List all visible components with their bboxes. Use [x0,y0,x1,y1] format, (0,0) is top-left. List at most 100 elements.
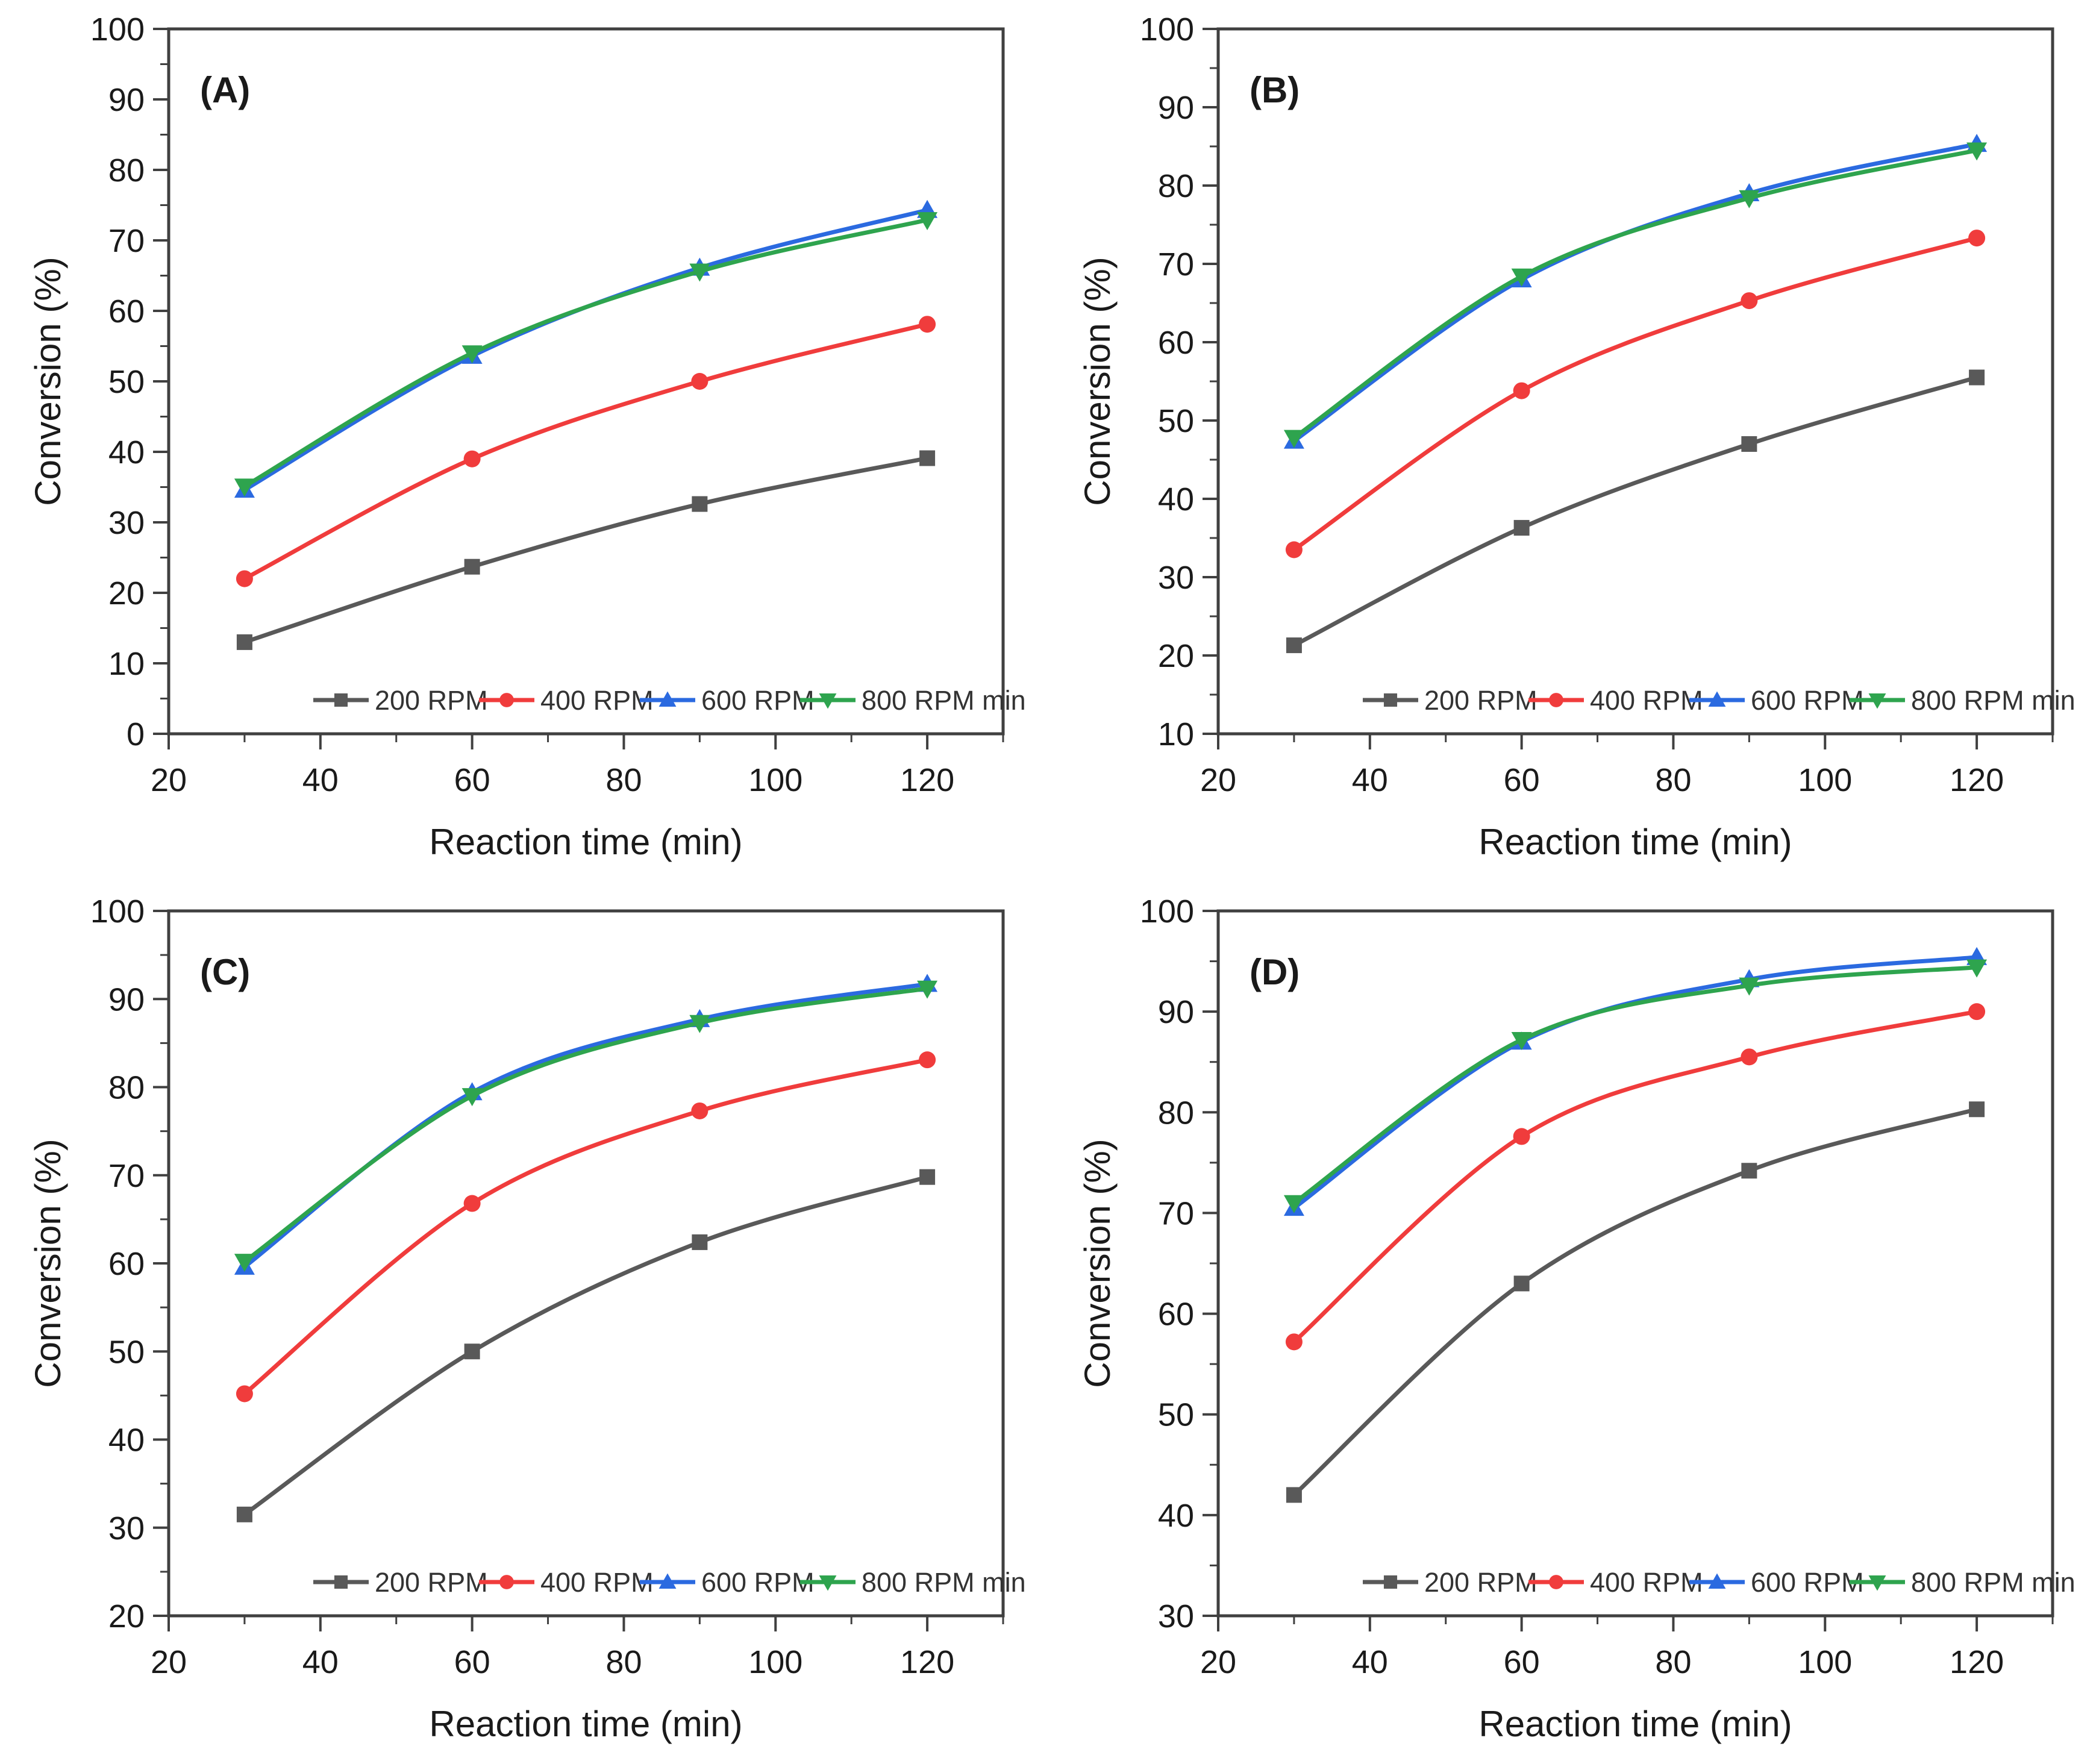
series-line [243,1057,928,1396]
legend-label: 600 RPM [701,1567,815,1598]
y-tick-label: 60 [108,293,145,330]
y-tick-label: 40 [108,1422,145,1459]
data-point-marker [917,980,938,999]
x-tick-label: 20 [151,762,187,798]
y-tick-label: 80 [108,1070,145,1106]
y-tick-label: 20 [108,1598,145,1634]
data-point-marker [919,316,936,333]
data-point-marker [461,1088,483,1107]
y-tick-label: 40 [108,434,145,471]
legend-label: 800 RPM min [862,1567,1026,1598]
legend-marker [1549,693,1563,707]
legend-label: 200 RPM [375,685,488,716]
x-tick-label: 20 [1200,762,1236,798]
legend-marker [1383,1575,1398,1589]
legend-marker [499,1575,514,1589]
y-tick-label: 50 [108,364,145,400]
x-axis-title: Reaction time (min) [1478,822,1792,862]
y-axis: 30 40 50 60 70 80 90 100 [1140,893,1218,1634]
y-tick-label: 80 [1158,1095,1194,1131]
series-400-rpm [1285,1003,1986,1351]
y-tick-label: 20 [108,575,145,611]
panel-a: 20 40 60 80 100 120 0 10 20 30 40 50 60 70 80 90 100 Reac… [0,0,1050,882]
data-point-marker [234,1254,255,1272]
x-tick-label: 120 [900,762,954,798]
y-axis: 10 20 30 40 50 60 70 80 90 100 [1140,11,1218,752]
data-point-marker [692,496,708,512]
legend: 200 RPM 400 RPM 600 RPM 800 RPM min [313,685,1026,716]
series-200-rpm [1286,1101,1985,1503]
y-tick-label: 90 [1158,90,1194,126]
y-tick-label: 50 [1158,1397,1194,1433]
x-tick-label: 60 [1504,1644,1540,1680]
legend: 200 RPM 400 RPM 600 RPM 800 RPM min [313,1567,1026,1598]
plot-frame [167,909,1005,1618]
plot-frame [1216,909,2054,1618]
y-tick-label: 100 [1140,11,1194,48]
y-tick-label: 60 [1158,325,1194,361]
x-axis-title: Reaction time (min) [429,1704,742,1744]
y-tick-label: 30 [108,1510,145,1547]
chart-panel-b: 20 40 60 80 100 120102030405060708090100React… [1077,11,2076,862]
series-600-rpm [234,974,938,1275]
x-axis: 20 40 60 80 100 120 [151,1616,1004,1680]
x-tick-label: 80 [1655,762,1691,798]
panel-d: 20 40 60 80 100 120 30 40 50 60 70 80 90 100 Reaction … [1050,882,2099,1764]
legend-label: 600 RPM [1751,685,1864,716]
panel-b: 20 40 60 80 100 120 10 20 30 40 50 60 70 80 90 100 React… [1050,0,2099,882]
series-line [1292,148,1977,440]
legend-label: 400 RPM [1590,1567,1703,1598]
x-tick-label: 80 [605,1644,642,1680]
x-tick-label: 120 [1950,762,2004,798]
data-point-marker [234,478,255,497]
panel-letter: (C) [200,952,250,992]
x-tick-label: 40 [302,762,339,798]
data-point-marker [692,1234,708,1250]
data-point-marker [1969,369,1985,386]
legend-label: 400 RPM [1590,685,1703,716]
data-point-marker [1739,977,1760,996]
x-tick-label: 100 [1798,1644,1852,1680]
series-line [1292,965,1977,1205]
series-line [243,322,928,581]
chart-panel-c: 20 40 60 80 100 1202030405060708090100Reactio… [28,893,1026,1744]
plot-frame [1216,27,2054,736]
data-point-marker [1286,1487,1302,1503]
legend-marker [1549,1575,1563,1589]
series-200-rpm [236,450,936,650]
data-point-marker [919,1169,936,1185]
x-axis: 20 40 60 80 100 120 [151,734,1004,798]
y-axis-title: Conversion (%) [1077,1139,1118,1387]
series-line [1292,142,1977,443]
y-tick-label: 50 [1158,403,1194,439]
legend-marker [1868,693,1886,709]
y-tick-label: 100 [90,11,145,48]
y-tick-label: 80 [1158,168,1194,204]
data-point-marker [1741,1163,1757,1179]
y-tick-label: 90 [108,82,145,118]
series-line [1293,375,1978,648]
series-line [1292,1009,1977,1343]
y-tick-label: 40 [1158,1498,1194,1534]
x-tick-label: 100 [1798,762,1852,798]
x-axis-title: Reaction time (min) [1478,1704,1792,1744]
series-line [243,217,928,489]
data-point-marker [463,1195,481,1212]
data-point-marker [1741,292,1758,310]
y-axis: 20 30 40 50 60 70 80 90 100 [90,893,169,1634]
y-axis-title: Conversion (%) [28,257,68,505]
data-point-marker [691,1102,709,1119]
x-axis-title: Reaction time (min) [429,822,742,862]
data-point-marker [919,1051,936,1069]
data-point-marker [917,212,938,231]
data-point-marker [1966,959,1988,978]
data-point-marker [1285,541,1303,558]
data-point-marker [236,1385,253,1403]
series-200-rpm [236,1169,936,1522]
x-tick-label: 40 [302,1644,339,1680]
y-tick-label: 0 [127,716,145,752]
x-tick-label: 80 [1655,1644,1691,1680]
data-point-marker [1513,1128,1530,1145]
series-line [1292,1107,1978,1497]
